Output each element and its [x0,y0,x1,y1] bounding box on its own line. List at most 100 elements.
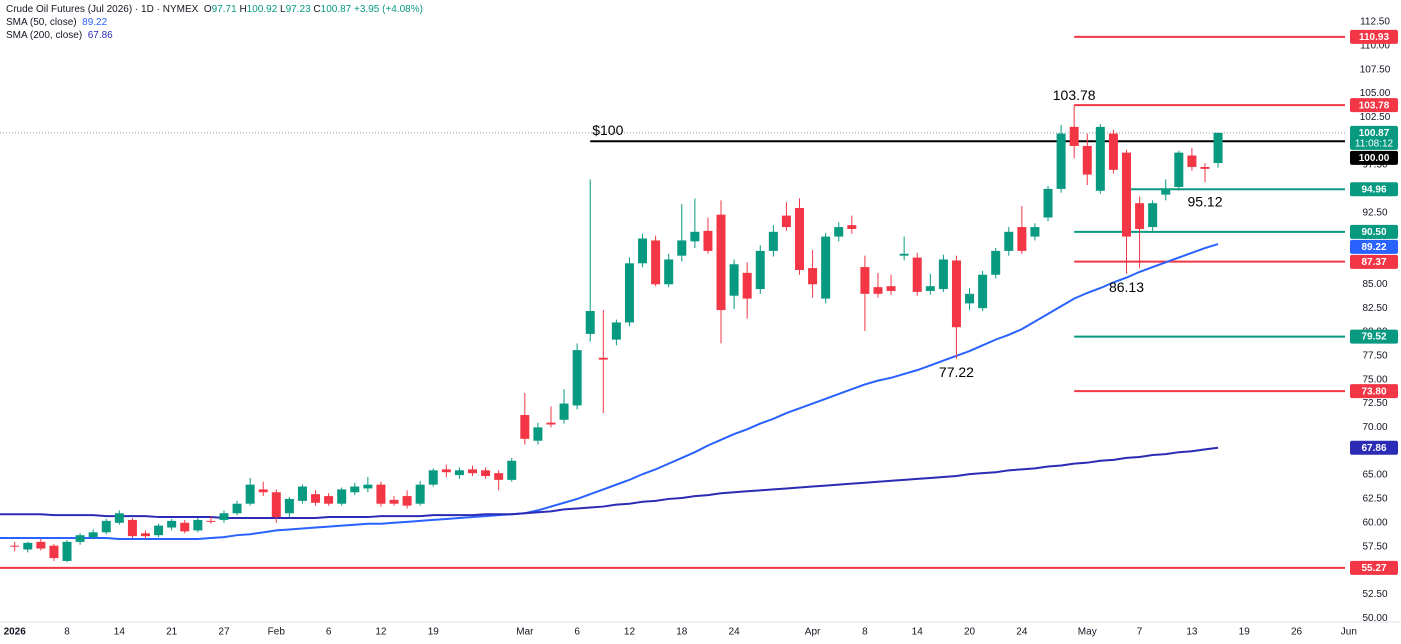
x-tick-label: 8 [862,627,868,638]
candle-body [1030,227,1040,237]
candle-body [546,422,556,425]
x-tick-label: Jun [1341,627,1357,638]
ohlc-close: 100.87 [320,4,352,15]
x-tick-label: 12 [375,627,387,638]
y-tick-label: 70.00 [1362,422,1387,433]
x-tick-label: 14 [912,627,924,638]
x-tick-label: 27 [218,627,230,638]
candle-body [991,250,1001,275]
candle-body [585,311,595,334]
candle-body [350,486,360,493]
candle-body [441,469,451,473]
y-tick-label: 102.50 [1360,112,1391,123]
price-badge-label: 79.52 [1361,332,1386,343]
y-tick-label: 75.00 [1362,374,1387,385]
candle-body [664,259,674,285]
candle-body [127,519,137,537]
candle-body [965,293,975,304]
price-annotation: 86.13 [1109,279,1144,295]
x-tick-label: Mar [516,627,534,638]
ohlc-change: +3.95 (+4.08%) [354,4,423,15]
candle-body [886,286,896,291]
candle-body [75,535,85,542]
ohlc-open: 97.71 [211,4,237,15]
candle-body [742,272,752,299]
price-badge-label: 87.37 [1361,257,1386,268]
y-tick-label: 97.50 [1362,160,1387,171]
candle-body [88,532,98,538]
candle-body [36,541,46,549]
x-tick-label: 19 [1239,627,1251,638]
y-tick-label: 60.00 [1362,517,1387,528]
candle-body [795,207,804,270]
candle-body [808,268,818,285]
sma-value: 89.22 [82,17,108,28]
y-tick-label: 65.00 [1362,470,1387,481]
candle-body [559,403,569,420]
countdown-label: 11:08:12 [1355,139,1394,150]
price-badge-label: 55.27 [1361,563,1386,574]
candle-body [729,264,739,296]
candle-body [428,470,438,485]
candle-body [716,214,726,311]
candle-body [899,253,909,256]
price-badge [1350,182,1398,197]
price-badge [1350,239,1398,254]
candle-body [1043,188,1053,218]
price-badge [1350,329,1398,344]
candle-body [1056,133,1066,189]
candle-body [180,522,190,532]
x-tick-label: 14 [114,627,126,638]
candle-body [232,503,242,514]
sma-value: 67.86 [87,30,113,41]
candle-body [206,520,216,522]
candle-body [141,533,150,537]
candle-body [1004,231,1014,251]
x-tick-label: 12 [624,627,636,638]
candle-body [572,350,582,406]
x-tick-label: 6 [574,627,580,638]
price-badge [1350,150,1398,165]
ohlc-letter: C [313,4,321,15]
sma-line [0,243,1219,541]
x-tick-label: 13 [1186,627,1198,638]
candle-body [611,322,621,340]
price-badge [1350,440,1398,455]
candle-body [337,489,347,504]
candle-body [415,484,425,504]
y-tick-label: 107.50 [1360,64,1391,75]
candle-body [847,225,857,229]
price-badge-label: 103.78 [1359,100,1390,111]
x-tick-label: 18 [676,627,688,638]
candle-body [755,250,765,290]
candle-body [533,427,543,441]
price-badge [1350,254,1398,269]
candle-body [677,240,687,256]
legend-main: Crude Oil Futures (Jul 2026) · 1D · NYME… [6,3,423,16]
y-tick-label: 62.50 [1362,494,1387,505]
candle-body [1017,227,1027,251]
y-tick-label: 72.50 [1362,398,1387,409]
legend: Crude Oil Futures (Jul 2026) · 1D · NYME… [6,3,423,42]
candle-body [311,494,321,503]
candle-body [1082,145,1092,175]
x-tick-label: 19 [428,627,440,638]
candle-body [454,470,464,476]
price-badge-label: 100.00 [1359,153,1390,164]
candle-body [1108,133,1118,170]
candle-body [258,489,268,493]
ohlc-letter: O [203,4,212,15]
price-annotation: 103.78 [1053,87,1096,103]
candle-body [978,274,988,309]
candle-body [1069,126,1079,146]
candle-body [10,545,20,547]
y-tick-label: 52.50 [1362,589,1387,600]
candle-body [376,484,386,504]
x-tick-label: 21 [166,627,178,638]
x-tick-label: Apr [805,627,821,638]
candle-body [101,520,111,533]
y-tick-label: 105.00 [1360,88,1391,99]
candle-body [638,238,648,264]
x-tick-label: 24 [1016,627,1028,638]
